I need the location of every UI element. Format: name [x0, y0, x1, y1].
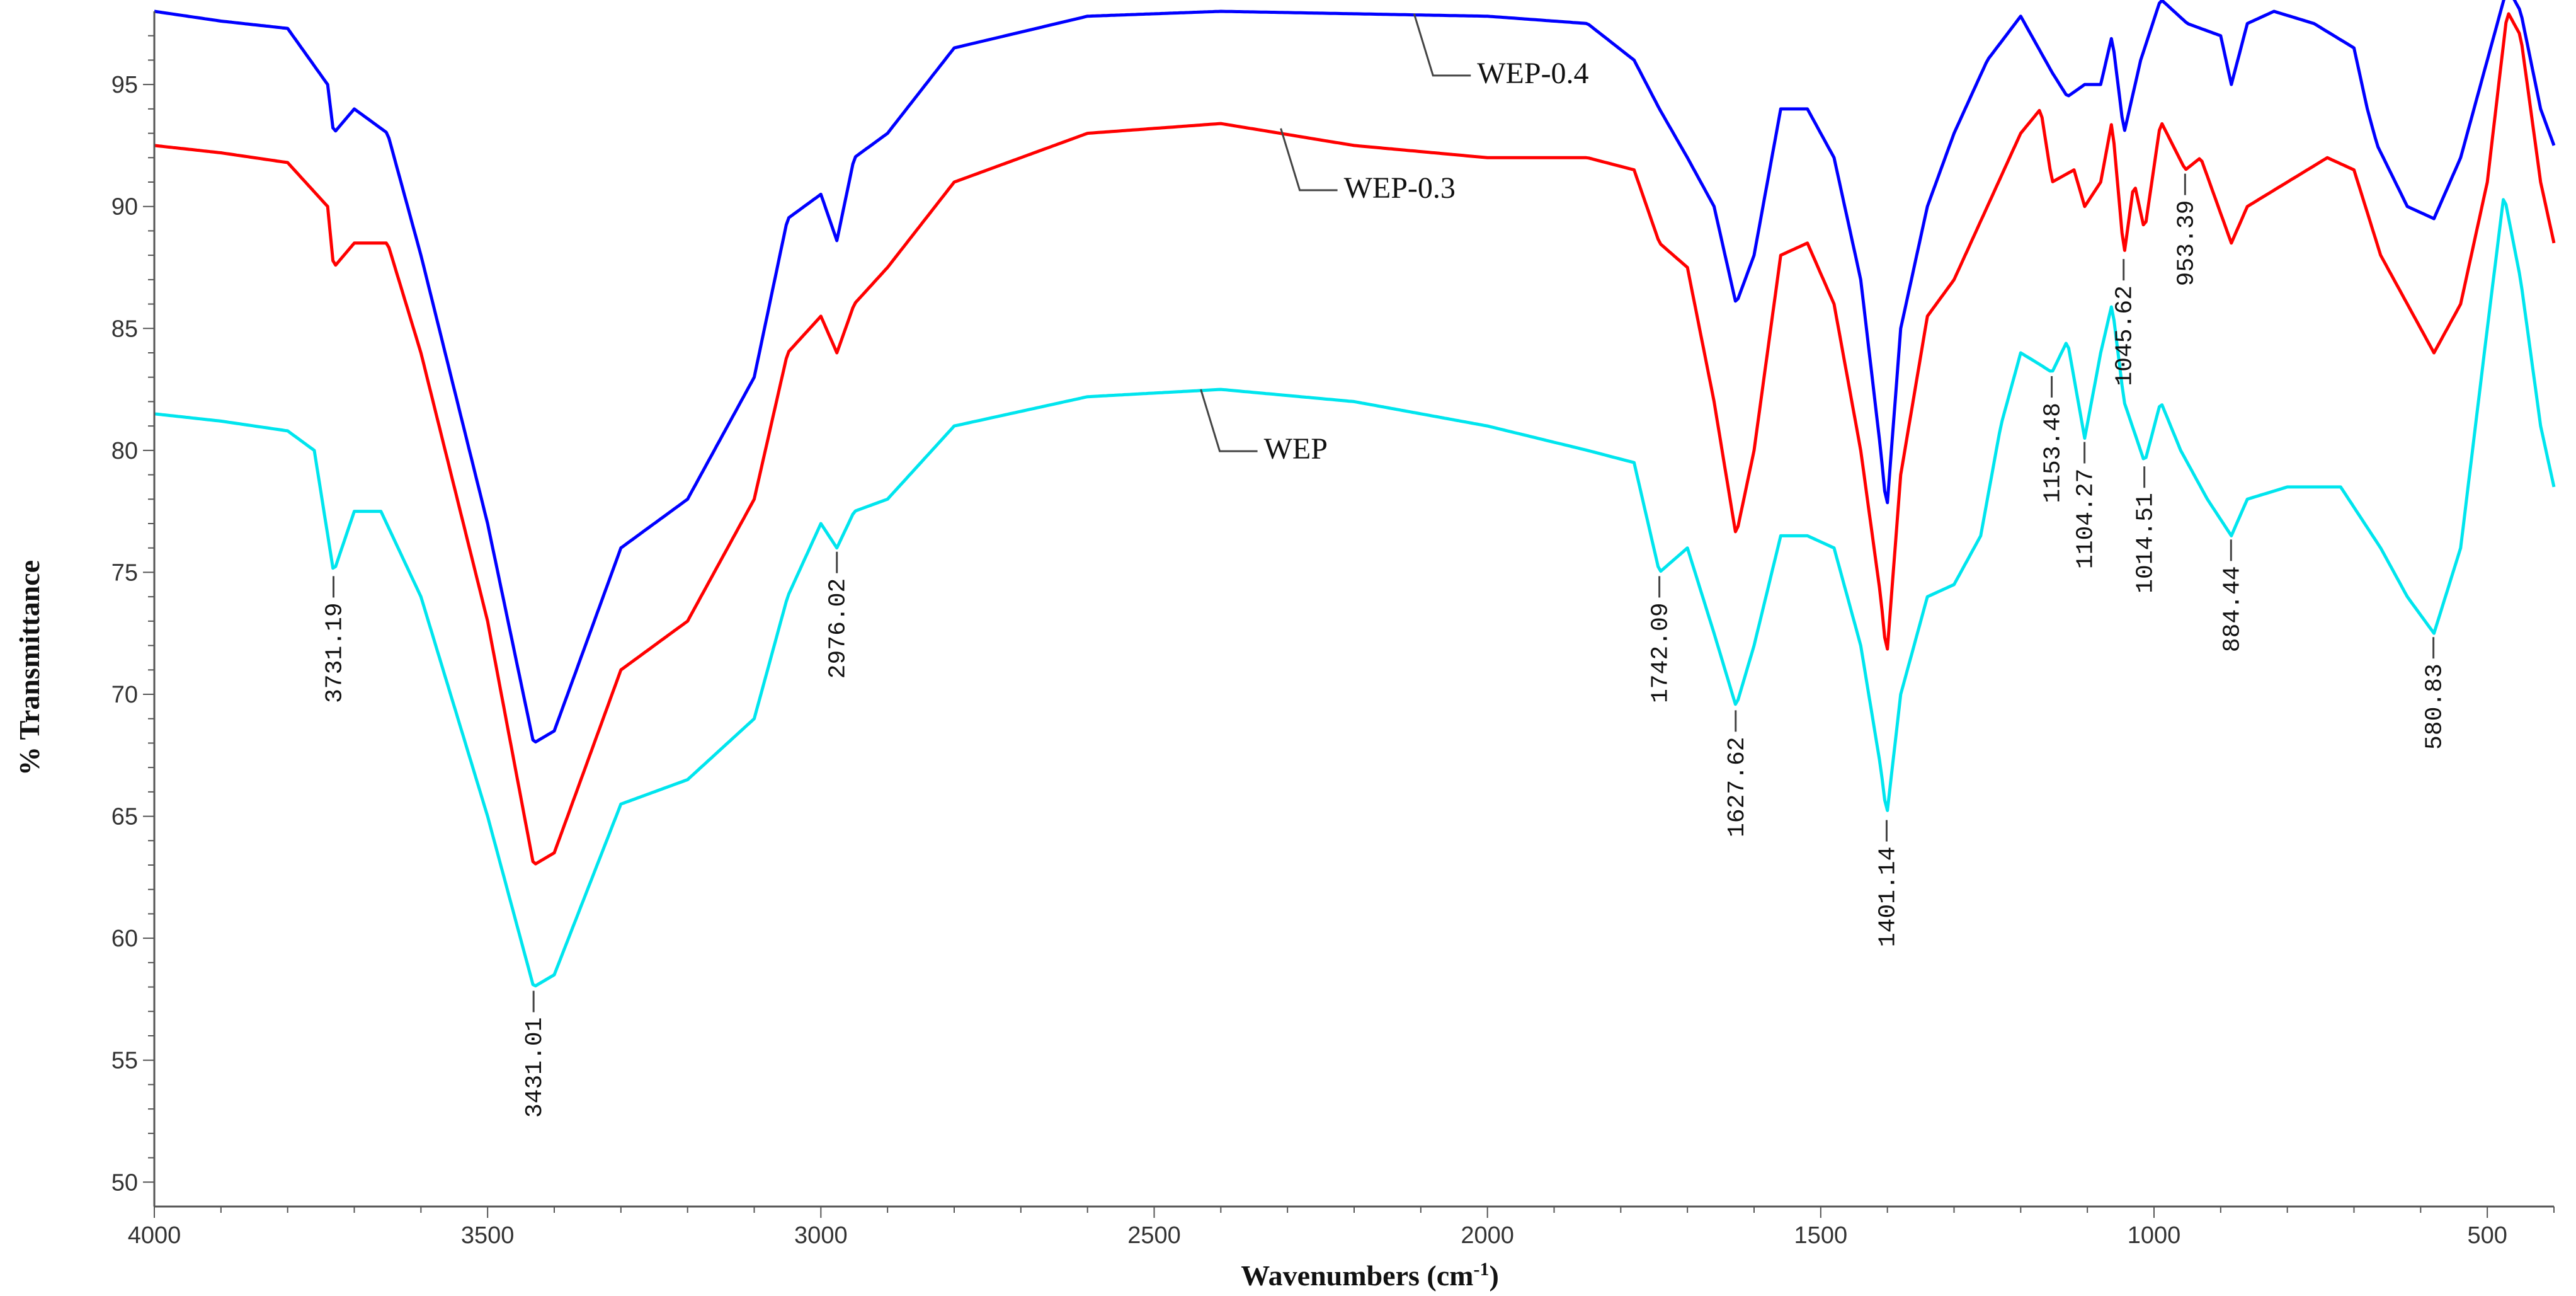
peak-label: 3731.19	[322, 602, 349, 703]
series-line-wep-0-3	[154, 12, 2556, 866]
peak-label: 1627.62	[1724, 737, 1751, 837]
peak-label: 1742.09	[1648, 602, 1675, 703]
y-tick-label: 90	[111, 194, 138, 221]
annotation-layer: 3731.19 3431.01 2976.02 1742.09 1627.62 1401.…	[322, 13, 2449, 1118]
x-tick-label: 4000	[128, 1222, 181, 1249]
x-tick-label: 1500	[1794, 1222, 1848, 1249]
y-tick-label: 95	[111, 72, 138, 98]
x-tick-label: 2500	[1127, 1222, 1181, 1249]
x-tick-label: 2000	[1461, 1222, 1514, 1249]
y-tick-label: 80	[111, 438, 138, 464]
peak-label: 884.44	[2219, 566, 2246, 652]
axes-layer: 4000 3500 3000 2500 2000 1500 1000 500 50 55 60 65 7…	[111, 11, 2555, 1249]
series-line-wep-0-4	[154, 0, 2556, 744]
x-tick-label: 3500	[461, 1222, 515, 1249]
x-axis-title: Wavenumbers (cm-1)	[1241, 1259, 1499, 1292]
series-line-wep	[154, 198, 2556, 988]
peak-label: 2976.02	[825, 578, 852, 679]
peak-label: 1401.14	[1875, 847, 1902, 948]
y-axis-title: % Transmittance	[13, 560, 45, 776]
x-tick-label: 3000	[794, 1222, 848, 1249]
peak-label: 3431.01	[521, 1018, 549, 1118]
peak-label: 953.39	[2173, 200, 2200, 287]
x-tick-label: 500	[2467, 1222, 2507, 1249]
series-label-leader	[1413, 13, 1471, 77]
x-tick-label: 1000	[2128, 1222, 2181, 1249]
peak-label: 1104.27	[2073, 469, 2100, 570]
peak-label: 1153.48	[2040, 403, 2067, 503]
series-label: WEP-0.3	[1344, 171, 1456, 205]
peak-label: 1045.62	[2112, 285, 2139, 386]
peak-label: 580.83	[2422, 663, 2449, 750]
series-label: WEP	[1264, 432, 1328, 466]
series-label: WEP-0.4	[1477, 57, 1588, 90]
y-tick-label: 85	[111, 316, 138, 342]
y-tick-label: 65	[111, 804, 138, 830]
y-tick-label: 50	[111, 1169, 138, 1196]
y-tick-label: 70	[111, 682, 138, 708]
series-layer	[154, 0, 2556, 988]
y-tick-label: 75	[111, 559, 138, 586]
y-tick-label: 60	[111, 926, 138, 952]
peak-label: 1014.51	[2133, 493, 2160, 594]
y-tick-label: 55	[111, 1048, 138, 1074]
series-label-leader	[1200, 389, 1258, 452]
series-label-leader	[1280, 128, 1338, 192]
